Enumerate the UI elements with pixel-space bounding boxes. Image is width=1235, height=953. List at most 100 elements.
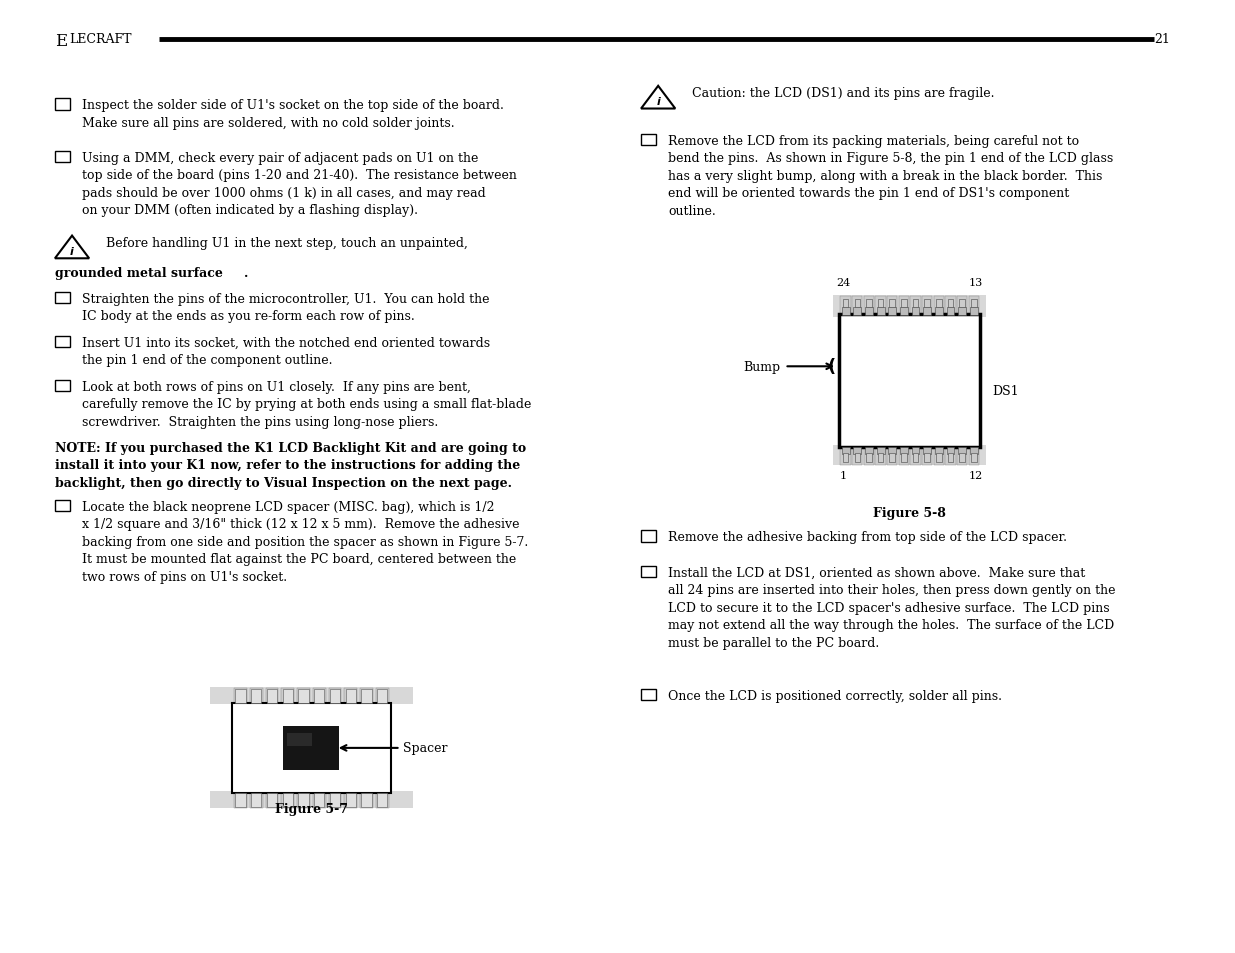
Text: Insert U1 into its socket, with the notched end oriented towards
the pin 1 end o: Insert U1 into its socket, with the notc… [82, 336, 490, 367]
Bar [377, 793, 388, 806]
Bar [913, 454, 919, 462]
Bar [971, 454, 977, 462]
Bar [925, 299, 930, 308]
Bar [863, 296, 874, 317]
Bar [377, 690, 388, 703]
Bar [902, 454, 906, 462]
Bar [852, 447, 862, 465]
Bar [210, 791, 412, 808]
Text: Locate the black neoprene LCD spacer (MISC. bag), which is 1/2
x 1/2 square and : Locate the black neoprene LCD spacer (MI… [82, 500, 529, 583]
Bar [298, 688, 310, 705]
Bar [54, 380, 69, 392]
Bar [853, 308, 861, 315]
Bar [641, 566, 656, 578]
Bar [877, 308, 884, 315]
Text: Remove the adhesive backing from top side of the LCD spacer.: Remove the adhesive backing from top sid… [668, 531, 1067, 544]
Bar [968, 447, 979, 465]
Bar [842, 299, 848, 308]
Bar [913, 299, 919, 308]
Bar [947, 299, 953, 308]
Bar [298, 791, 310, 808]
Bar [960, 299, 965, 308]
Bar [923, 447, 932, 465]
Bar [232, 703, 390, 793]
Bar [249, 791, 263, 808]
Bar [900, 308, 908, 315]
Text: Inspect the solder side of U1's socket on the top side of the board.
Make sure a: Inspect the solder side of U1's socket o… [82, 99, 504, 130]
Text: Install the LCD at DS1, oriented as shown above.  Make sure that
all 24 pins are: Install the LCD at DS1, oriented as show… [668, 566, 1115, 649]
Text: i: i [656, 97, 659, 107]
Bar [251, 793, 262, 806]
Bar [267, 793, 277, 806]
Bar [841, 448, 850, 455]
Bar [840, 447, 851, 465]
Text: Figure 5-7: Figure 5-7 [275, 802, 348, 815]
Bar [842, 454, 848, 462]
Bar [936, 299, 941, 308]
Bar [934, 296, 944, 317]
Text: E: E [54, 33, 67, 51]
Text: grounded metal surface: grounded metal surface [54, 267, 222, 280]
Bar [54, 99, 69, 111]
Bar [958, 448, 966, 455]
Text: 12: 12 [969, 471, 983, 480]
Bar [853, 448, 861, 455]
Bar [375, 791, 389, 808]
Bar [375, 688, 389, 705]
Bar [235, 791, 247, 808]
Bar [54, 336, 69, 348]
Bar [866, 299, 872, 308]
Text: i: i [70, 247, 74, 256]
Bar [925, 454, 930, 462]
Text: Straighten the pins of the microcontroller, U1.  You can hold the
IC body at the: Straighten the pins of the microcontroll… [82, 293, 489, 323]
Bar [946, 448, 955, 455]
Bar [888, 448, 897, 455]
Text: Look at both rows of pins on U1 closely.  If any pins are bent,
carefully remove: Look at both rows of pins on U1 closely.… [82, 380, 531, 428]
Bar [935, 448, 942, 455]
Text: Before handling U1 in the next step, touch an unpainted,: Before handling U1 in the next step, tou… [106, 236, 468, 250]
Bar [346, 690, 356, 703]
Bar [345, 688, 357, 705]
Bar [969, 448, 978, 455]
Text: LECRAFT: LECRAFT [69, 33, 132, 47]
Bar [864, 308, 873, 315]
Bar [957, 447, 967, 465]
Bar [923, 296, 932, 317]
Bar [54, 152, 69, 163]
Text: Figure 5-8: Figure 5-8 [873, 507, 946, 519]
Text: Using a DMM, check every pair of adjacent pads on U1 on the
top side of the boar: Using a DMM, check every pair of adjacen… [82, 152, 516, 217]
Text: Caution: the LCD (DS1) and its pins are fragile.: Caution: the LCD (DS1) and its pins are … [693, 87, 995, 100]
Bar [362, 690, 372, 703]
Bar [945, 296, 956, 317]
Bar [968, 296, 979, 317]
Bar [934, 447, 944, 465]
Text: Remove the LCD from its packing materials, being careful not to
bend the pins.  : Remove the LCD from its packing material… [668, 134, 1113, 217]
Bar [902, 299, 906, 308]
Bar [287, 733, 312, 746]
Text: NOTE: If you purchased the K1 LCD Backlight Kit and are going to
install it into: NOTE: If you purchased the K1 LCD Backli… [54, 441, 526, 489]
Bar [834, 446, 986, 465]
Bar [346, 793, 356, 806]
Bar [945, 447, 956, 465]
Bar [935, 308, 942, 315]
Bar [911, 448, 920, 455]
Bar [887, 296, 898, 317]
Bar [299, 690, 309, 703]
Bar [852, 296, 862, 317]
Text: 13: 13 [969, 278, 983, 288]
Bar [236, 793, 246, 806]
Bar [361, 791, 373, 808]
Bar [362, 793, 372, 806]
Text: Once the LCD is positioned correctly, solder all pins.: Once the LCD is positioned correctly, so… [668, 689, 1002, 702]
Text: .: . [245, 267, 248, 280]
Bar [282, 791, 294, 808]
Bar [876, 447, 885, 465]
Bar [314, 793, 325, 806]
Bar [329, 791, 341, 808]
Bar [282, 688, 294, 705]
Bar [345, 791, 357, 808]
Bar [283, 690, 293, 703]
Text: 1: 1 [840, 471, 847, 480]
Bar [866, 454, 872, 462]
Bar [840, 296, 851, 317]
